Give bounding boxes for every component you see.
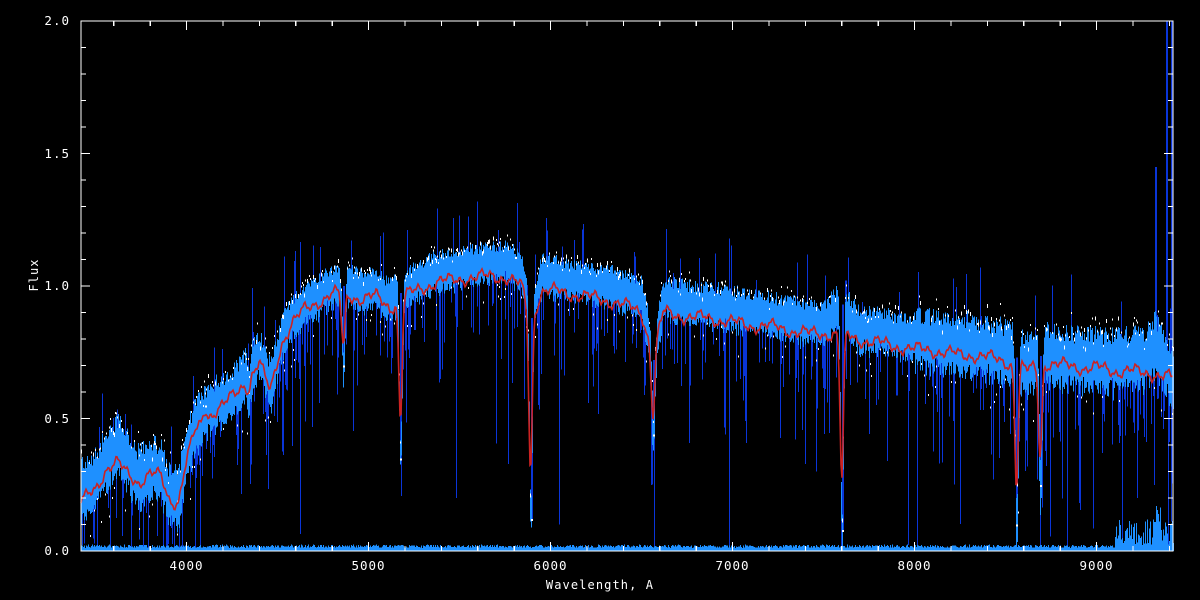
y-tick-label: 1.0 — [44, 278, 70, 293]
y-tick-label: 0.5 — [44, 410, 70, 426]
x-tick-label: 7000 — [715, 558, 750, 573]
y-tick-label: 0.0 — [44, 543, 70, 558]
x-tick-label: 4000 — [169, 558, 204, 573]
y-tick-label: 2.0 — [44, 13, 70, 28]
y-axis-label: Flux — [27, 258, 41, 292]
x-tick-label: 9000 — [1079, 558, 1114, 573]
x-tick-label: 8000 — [897, 558, 932, 573]
x-tick-label: 5000 — [351, 558, 386, 573]
data-layer — [80, 21, 1174, 551]
x-tick-label: 6000 — [533, 558, 568, 573]
y-tick-label: 1.5 — [44, 145, 70, 161]
x-axis-label: Wavelength, A — [545, 578, 655, 592]
axes-layer — [80, 20, 1174, 552]
